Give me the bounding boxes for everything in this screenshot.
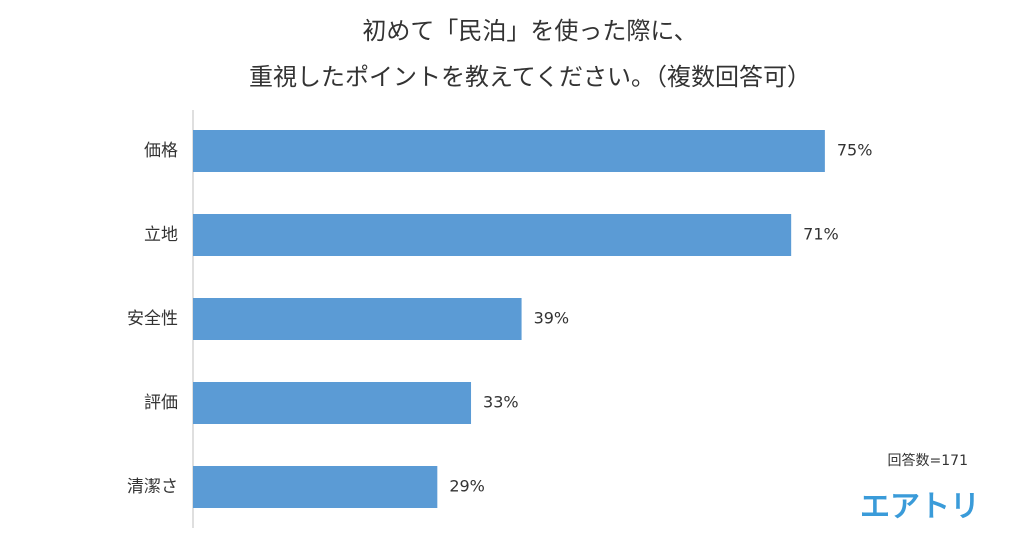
bar <box>193 298 522 340</box>
bar <box>193 214 792 256</box>
bar <box>193 466 438 508</box>
logo: エアトリ <box>860 490 980 525</box>
annotation: 回答数=171 <box>888 452 968 469</box>
y-tick-label: 立地 <box>144 225 178 245</box>
bar <box>193 382 472 424</box>
y-tick-label: 価格 <box>144 141 178 161</box>
value-label: 39% <box>534 309 570 328</box>
value-label: 75% <box>837 141 873 160</box>
chart-title: 重視したポイントを教えてください。（複数回答可） <box>249 63 811 91</box>
value-label: 33% <box>483 393 519 412</box>
y-tick-label: 安全性 <box>127 309 178 329</box>
y-tick-label: 評価 <box>144 393 178 413</box>
value-label: 29% <box>449 477 485 496</box>
y-tick-label: 清潔さ <box>127 477 178 497</box>
value-label: 71% <box>803 225 839 244</box>
chart-title: 初めて「民泊」を使った際に、 <box>362 17 697 45</box>
bar <box>193 130 825 172</box>
